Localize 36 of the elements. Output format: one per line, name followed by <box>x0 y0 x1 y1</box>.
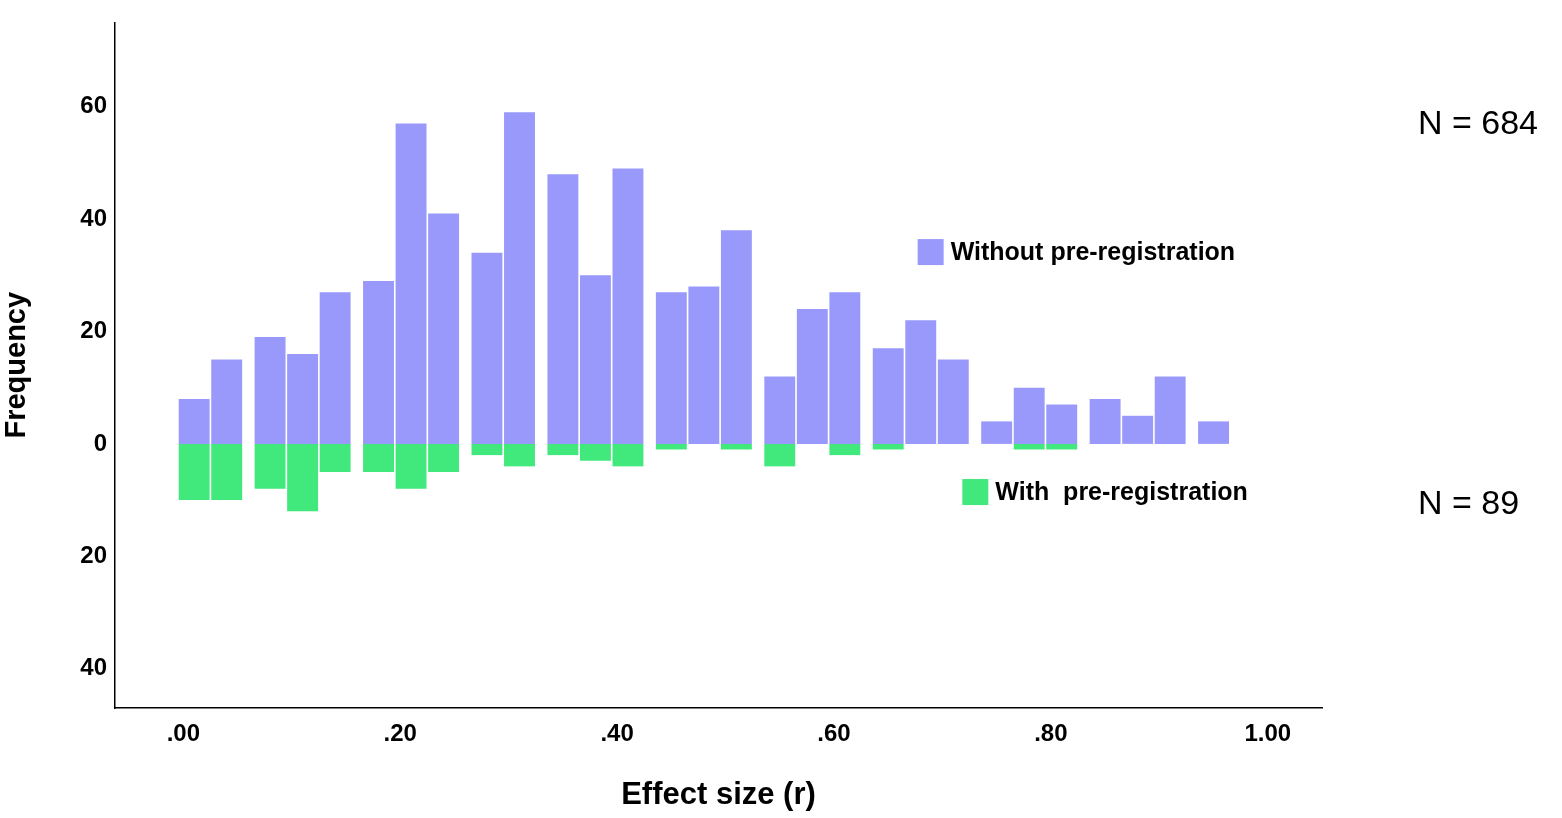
bar <box>504 112 535 444</box>
x-tick-label: 1.00 <box>1244 719 1292 747</box>
x-tick-label: .20 <box>383 719 417 747</box>
x-tick-label: .00 <box>166 719 201 747</box>
y-tick-label: 40 <box>80 653 107 681</box>
bar <box>720 230 752 444</box>
bar <box>1198 421 1230 444</box>
y-tick-label: 20 <box>80 540 107 568</box>
text: N = 89 <box>1418 483 1520 522</box>
bar <box>319 443 351 472</box>
x-tick-label: .80 <box>1034 719 1068 747</box>
y-tick-label: 0 <box>93 428 107 456</box>
bar <box>363 280 394 444</box>
bar <box>471 252 503 444</box>
bar <box>547 443 579 456</box>
legend-label: With pre-registration <box>995 476 1248 505</box>
bar <box>764 443 796 467</box>
bar <box>829 443 861 456</box>
bar <box>764 376 796 444</box>
legend-label: Without pre-registration <box>950 236 1236 265</box>
bar <box>504 443 535 467</box>
y-axis-title: Frequency <box>0 291 32 439</box>
bar <box>937 359 969 444</box>
x-axis-title: Effect size (r) <box>621 775 816 811</box>
bar <box>981 421 1013 444</box>
y-tick-label: 40 <box>80 203 107 231</box>
y-tick-label: 60 <box>80 91 107 119</box>
x-tick-label: .60 <box>817 719 851 747</box>
bar <box>547 174 579 444</box>
bar <box>1154 376 1186 444</box>
bar <box>363 443 394 472</box>
y-tick-label: 20 <box>80 316 107 344</box>
bar <box>319 292 351 444</box>
text: N = 684 <box>1418 103 1539 142</box>
x-tick-label: .40 <box>600 719 634 747</box>
bar <box>471 443 503 456</box>
